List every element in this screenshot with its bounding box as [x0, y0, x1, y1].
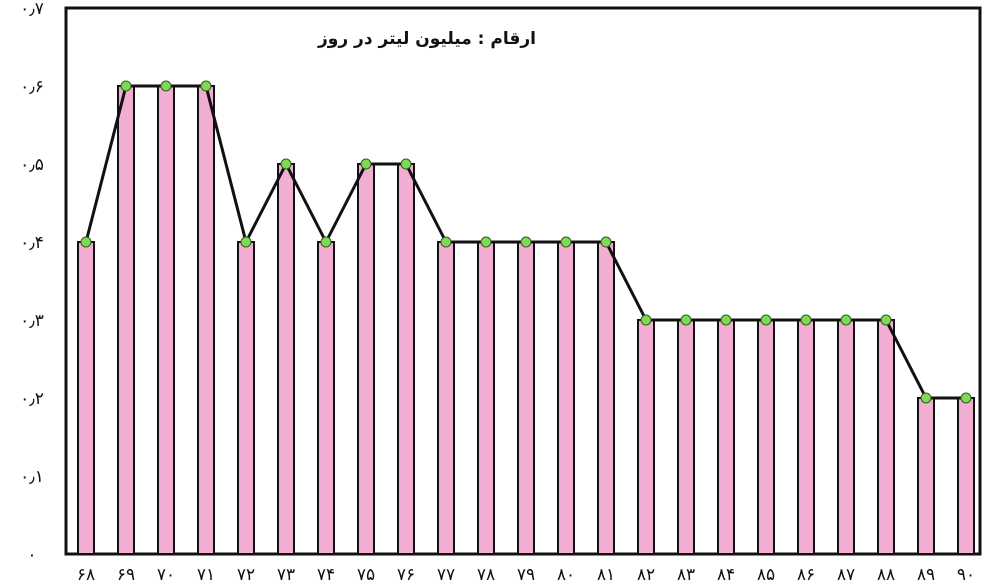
- bar: [837, 319, 855, 555]
- x-tick-label: ۸۰: [557, 565, 575, 585]
- data-point: [720, 314, 732, 326]
- data-point: [80, 236, 92, 248]
- data-point: [800, 314, 812, 326]
- x-tick-label: ۸۷: [837, 565, 855, 585]
- data-point: [320, 236, 332, 248]
- bars: [77, 85, 975, 555]
- bar: [157, 85, 175, 555]
- y-tick-label: ۰٫۷: [20, 0, 44, 19]
- bar: [877, 319, 895, 555]
- data-point: [160, 80, 172, 92]
- bar: [277, 163, 295, 555]
- x-tick-label: ۷۴: [317, 565, 335, 585]
- x-tick-label: ۸۵: [757, 565, 775, 585]
- y-tick-label: ۰٫۲: [20, 389, 44, 409]
- x-tick-label: ۷۹: [517, 565, 535, 585]
- bar: [317, 241, 335, 555]
- bar: [757, 319, 775, 555]
- data-point: [680, 314, 692, 326]
- bar: [77, 241, 95, 555]
- data-point: [200, 80, 212, 92]
- y-tick-label: ۰٫۵: [20, 155, 44, 175]
- x-tick-label: ۸۱: [597, 565, 615, 585]
- y-axis: ۰ ۰٫۱ ۰٫۲ ۰٫۳ ۰٫۴ ۰٫۵ ۰٫۶ ۰٫۷: [20, 0, 44, 565]
- data-point: [360, 158, 372, 170]
- x-tick-label: ۷۲: [237, 565, 255, 585]
- x-tick-label: ۷۷: [437, 565, 455, 585]
- data-point: [600, 236, 612, 248]
- bar: [517, 241, 535, 555]
- x-tick-label: ۸۲: [637, 565, 655, 585]
- bar: [237, 241, 255, 555]
- data-point: [280, 158, 292, 170]
- x-tick-label: ۷۸: [477, 565, 495, 585]
- data-point: [920, 392, 932, 404]
- bar: [957, 397, 975, 555]
- y-tick-label: ۰٫۴: [20, 233, 44, 253]
- x-axis: ۶۸ ۶۹ ۷۰ ۷۱ ۷۲ ۷۳ ۷۴ ۷۵ ۷۶ ۷۷ ۷۸ ۷۹ ۸۰ ۸۱ ۸۲ ۸۳ ۸۴ ۸۵ ۸۶ ۸۷…: [77, 565, 975, 585]
- x-tick-label: ۸۸: [877, 565, 895, 585]
- data-point: [560, 236, 572, 248]
- data-point: [640, 314, 652, 326]
- x-tick-label: ۷۱: [197, 565, 215, 585]
- data-point: [480, 236, 492, 248]
- data-point: [760, 314, 772, 326]
- bar: [917, 397, 935, 555]
- x-tick-label: ۷۳: [277, 565, 295, 585]
- bar: [557, 241, 575, 555]
- data-point: [960, 392, 972, 404]
- y-tick-label: ۰٫۳: [20, 311, 44, 331]
- x-tick-label: ۷۰: [157, 565, 175, 585]
- data-point: [120, 80, 132, 92]
- y-tick-label: ۰٫۶: [20, 77, 44, 97]
- x-tick-label: ۷۶: [397, 565, 415, 585]
- x-tick-label: ۷۵: [357, 565, 375, 585]
- bar: [637, 319, 655, 555]
- data-point: [240, 236, 252, 248]
- data-point: [520, 236, 532, 248]
- bar: [397, 163, 415, 555]
- bar: [437, 241, 455, 555]
- x-tick-label: ۹۰: [957, 565, 975, 585]
- y-tick-label: ۰: [27, 545, 36, 565]
- bar: [717, 319, 735, 555]
- bar: [797, 319, 815, 555]
- bar: [117, 85, 135, 555]
- x-tick-label: ۸۹: [917, 565, 935, 585]
- bar: [477, 241, 495, 555]
- y-tick-label: ۰٫۱: [20, 467, 44, 487]
- x-tick-label: ۶۹: [117, 565, 135, 585]
- data-point: [440, 236, 452, 248]
- series-points: [80, 80, 972, 404]
- bar: [197, 85, 215, 555]
- data-point: [400, 158, 412, 170]
- x-tick-label: ۸۳: [677, 565, 695, 585]
- bar: [597, 241, 615, 555]
- data-point: [840, 314, 852, 326]
- unit-label: ارقام : میلیون لیتر در روز: [317, 29, 536, 49]
- bar: [677, 319, 695, 555]
- x-tick-label: ۶۸: [77, 565, 95, 585]
- x-tick-label: ۸۴: [717, 565, 735, 585]
- x-tick-label: ۸۶: [797, 565, 815, 585]
- bar: [357, 163, 375, 555]
- data-point: [880, 314, 892, 326]
